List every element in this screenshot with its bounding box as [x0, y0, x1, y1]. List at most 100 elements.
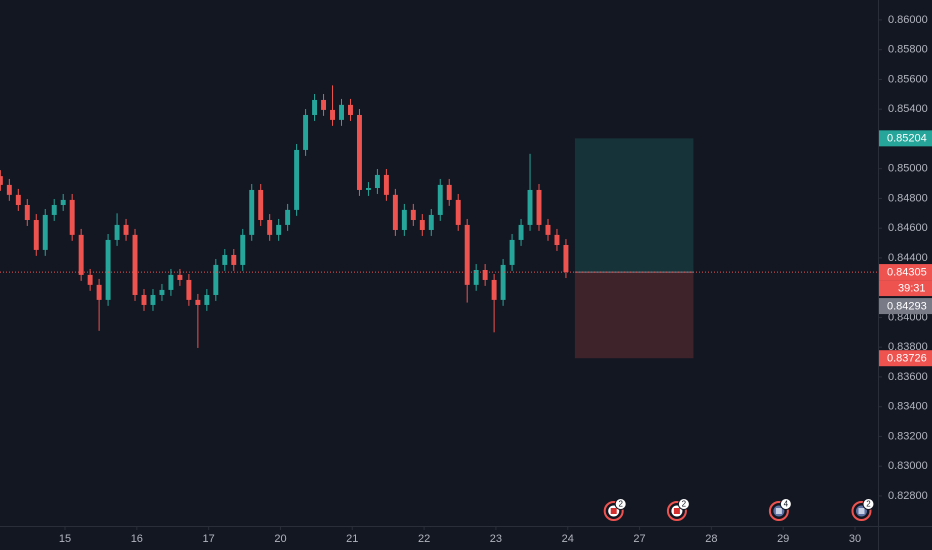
candle-body [554, 234, 560, 246]
y-tick-label: 0.84800 [888, 192, 928, 204]
event-flag [673, 508, 680, 514]
candle-body [365, 188, 371, 190]
y-tick-label: 0.84400 [888, 252, 928, 264]
candle-body [437, 184, 443, 215]
candle-body [285, 209, 291, 225]
candle-body [213, 264, 219, 295]
candle-body [374, 174, 380, 189]
candle-body [339, 104, 344, 120]
candle-body [96, 284, 102, 300]
candle-body [114, 224, 120, 240]
x-tick-label: 29 [777, 533, 789, 545]
countdown-box [879, 280, 932, 297]
candle-body [231, 254, 237, 265]
candle-body [42, 214, 48, 250]
candle-body [276, 224, 282, 235]
event-flag [610, 508, 617, 514]
candle-body [6, 184, 12, 195]
x-tick-label: 24 [562, 533, 574, 545]
event-badge [779, 498, 792, 510]
candle-body [240, 234, 246, 265]
y-tick-label: 0.82800 [888, 490, 928, 502]
candle-body [294, 149, 300, 210]
bid-price-box [879, 298, 932, 315]
x-tick-label: 21 [346, 533, 358, 545]
candle-body [267, 220, 273, 235]
candle-body [563, 245, 569, 273]
x-tick-label: 22 [418, 533, 430, 545]
candle-body [159, 289, 165, 295]
bid-price-label: 0.84293 [887, 300, 927, 312]
event-badge [677, 498, 690, 510]
candle-body [186, 279, 192, 300]
y-tick-label: 0.85000 [888, 163, 928, 175]
candle-body [419, 220, 425, 230]
event-flag [775, 508, 782, 514]
y-tick-label: 0.84000 [888, 311, 928, 323]
candle-body [410, 209, 416, 221]
x-tick-label: 28 [705, 533, 717, 545]
candle-body [69, 199, 75, 235]
candle-body [222, 254, 228, 265]
candle-body [303, 114, 309, 150]
candle-body [383, 174, 389, 195]
y-tick-label: 0.84600 [888, 222, 928, 234]
x-tick-label: 15 [59, 533, 71, 545]
candle-body [464, 224, 470, 285]
y-tick-label: 0.83200 [888, 430, 928, 442]
last-price-label: 0.84305 [887, 266, 927, 278]
candle-body [258, 189, 264, 221]
candle-body [330, 109, 335, 120]
candle-body [348, 104, 353, 115]
x-tick-label: 16 [131, 533, 143, 545]
candle-body [78, 234, 84, 275]
candle-body [545, 224, 551, 235]
y-tick-label: 0.85600 [888, 73, 928, 85]
candle-body [105, 239, 111, 300]
candle-body [33, 220, 39, 250]
candle-body [24, 204, 30, 221]
event-flag [858, 508, 865, 514]
last-price-label-box [879, 264, 932, 281]
candle-body [132, 234, 138, 295]
y-tick-label: 0.85800 [888, 44, 928, 56]
candle-body [401, 209, 407, 230]
candle-body [312, 99, 318, 115]
x-tick-label: 23 [490, 533, 502, 545]
event-badge [614, 498, 627, 510]
candle-body [123, 224, 129, 235]
candle-body [428, 214, 434, 230]
candle-body [500, 264, 506, 300]
stop-price-label: 0.83726 [887, 353, 927, 365]
y-tick-label: 0.85400 [888, 103, 928, 115]
x-tick-label: 27 [633, 533, 645, 545]
y-tick-label: 0.83600 [888, 371, 928, 383]
candle-body [249, 189, 255, 235]
candle-body [527, 189, 533, 225]
candle-body [168, 274, 174, 290]
y-tick-label: 0.83000 [888, 460, 928, 472]
candle-body [356, 114, 362, 190]
event-count: 2 [866, 500, 871, 509]
countdown: 39:31 [898, 282, 926, 294]
target-price-label-box [879, 130, 932, 147]
plot-area: 2 2 4 2 [0, 85, 878, 521]
candle-body [536, 189, 542, 225]
y-tick-label: 0.83400 [888, 401, 928, 413]
candle-body [141, 294, 147, 305]
candle-body [15, 194, 21, 205]
candle-body [482, 269, 488, 280]
candle-body [204, 294, 210, 305]
candle-body [455, 199, 461, 225]
target-price-label: 0.85204 [887, 133, 927, 145]
candle-body [150, 294, 156, 305]
axes: 0.860000.858000.856000.854000.852000.850… [59, 14, 932, 545]
candle-body [177, 274, 183, 280]
x-tick-label: 20 [274, 533, 286, 545]
candle-body [51, 204, 57, 215]
event-badge [862, 498, 875, 510]
x-tick-label: 30 [849, 533, 861, 545]
event-count: 4 [784, 500, 789, 509]
